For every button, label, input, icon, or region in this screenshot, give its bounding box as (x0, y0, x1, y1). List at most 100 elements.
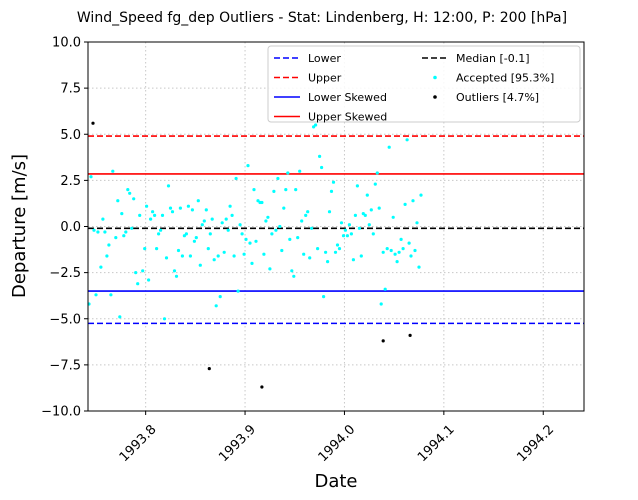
accepted-point (224, 217, 228, 221)
accepted-point (316, 247, 320, 251)
accepted-point (105, 254, 109, 258)
accepted-point (188, 254, 192, 258)
accepted-point (246, 164, 250, 168)
accepted-point (308, 256, 312, 260)
accepted-point (278, 224, 282, 229)
accepted-point (124, 230, 128, 234)
accepted-point (353, 213, 357, 217)
chart-title: Wind_Speed fg_dep Outliers - Stat: Linde… (77, 10, 567, 26)
accepted-point (327, 210, 332, 214)
x-axis: 1993.8 1993.9 1994.0 1994.1 1994.2 (117, 411, 557, 465)
accepted-point (132, 197, 136, 201)
accepted-point (242, 252, 246, 256)
accepted-point (248, 241, 252, 245)
accepted-point (130, 226, 134, 230)
accepted-point (320, 165, 324, 170)
accepted-point (174, 274, 179, 278)
accepted-point (190, 208, 194, 212)
accepted-point (393, 252, 397, 256)
accepted-point (284, 188, 288, 192)
accepted-point (126, 188, 130, 192)
accepted-point (417, 265, 421, 269)
accepted-point (371, 232, 375, 236)
accepted-point (222, 250, 226, 254)
accepted-point (94, 293, 98, 297)
outlier-point (91, 121, 95, 125)
accepted-point (409, 254, 413, 258)
accepted-point (114, 236, 118, 240)
accepted-point (391, 215, 395, 219)
accepted-point (220, 221, 224, 225)
accepted-point (274, 228, 278, 232)
accepted-point (138, 213, 142, 217)
accepted-point (184, 232, 188, 236)
y-tick-label: 10.0 (52, 36, 81, 51)
accepted-point (141, 269, 145, 273)
y-tick-label: −7.5 (49, 358, 81, 373)
accepted-point (379, 302, 383, 306)
accepted-point (136, 282, 140, 286)
accepted-point (395, 260, 399, 264)
accepted-point (109, 293, 113, 297)
legend-label: Lower (308, 52, 341, 65)
accepted-point (145, 204, 149, 208)
accepted-point (151, 210, 155, 214)
accepted-point (365, 193, 369, 197)
accepted-point (333, 250, 338, 254)
legend-label: Upper (308, 72, 342, 85)
legend-label: Outliers [4.7%] (456, 91, 539, 104)
accepted-point (262, 252, 266, 256)
accepted-point (286, 171, 290, 175)
accepted-point (397, 250, 401, 254)
y-tick-label: −5.0 (49, 312, 81, 327)
accepted-point (153, 213, 157, 217)
accepted-point (208, 232, 212, 236)
accepted-point (226, 228, 230, 232)
accepted-point (204, 208, 208, 212)
legend-label: Accepted [95.3%] (456, 72, 554, 85)
accepted-point (218, 295, 222, 299)
accepted-point (170, 210, 175, 214)
accepted-point (252, 188, 256, 192)
x-tick-label: 1993.8 (117, 422, 160, 465)
accepted-point (149, 217, 153, 221)
accepted-point (147, 278, 151, 282)
accepted-point (240, 232, 244, 236)
accepted-point (383, 287, 387, 291)
accepted-point (298, 169, 302, 173)
accepted-point (166, 184, 171, 188)
accepted-point (405, 138, 409, 142)
accepted-point (337, 247, 342, 251)
outlier-point (408, 333, 412, 337)
accepted-point (351, 258, 355, 262)
accepted-point (268, 267, 272, 271)
accepted-point (369, 208, 373, 212)
x-tick-label: 1994.1 (415, 422, 458, 465)
accepted-point (288, 237, 292, 241)
accepted-point (134, 271, 138, 275)
y-tick-label: −10.0 (41, 405, 81, 420)
accepted-point (128, 191, 132, 195)
accepted-point (312, 125, 316, 129)
x-tick-label: 1994.2 (514, 422, 557, 465)
accepted-point (375, 171, 379, 175)
accepted-point (122, 234, 126, 238)
accepted-point (216, 254, 220, 258)
accepted-point (178, 206, 182, 210)
accepted-point (272, 189, 276, 193)
accepted-point (403, 202, 407, 206)
accepted-point (232, 254, 236, 258)
accepted-point (306, 210, 310, 214)
accepted-point (266, 215, 270, 219)
accepted-point (357, 226, 361, 230)
legend-box (267, 45, 581, 123)
accepted-point (347, 223, 351, 227)
accepted-point (168, 206, 173, 210)
accepted-point (415, 221, 419, 225)
accepted-point (326, 260, 330, 264)
accepted-point (192, 239, 196, 243)
accepted-point (339, 221, 344, 225)
accepted-point (107, 243, 111, 247)
accepted-point (254, 239, 258, 243)
